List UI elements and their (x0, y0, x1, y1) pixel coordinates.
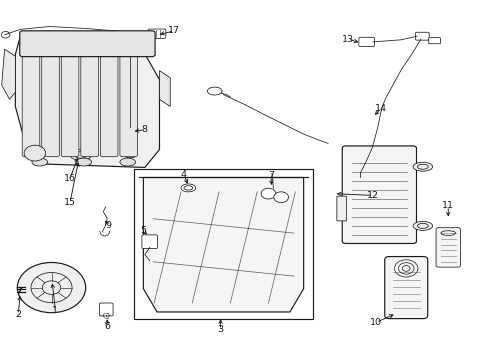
Ellipse shape (120, 158, 136, 166)
Text: 3: 3 (218, 325, 223, 334)
Text: 16: 16 (64, 174, 76, 183)
Text: 6: 6 (104, 322, 110, 331)
Text: 15: 15 (64, 198, 76, 207)
FancyBboxPatch shape (436, 228, 461, 267)
Text: 1: 1 (52, 306, 58, 315)
Bar (134, 168, 314, 319)
FancyBboxPatch shape (20, 31, 155, 57)
FancyBboxPatch shape (416, 32, 429, 40)
FancyBboxPatch shape (120, 51, 138, 157)
Ellipse shape (413, 221, 433, 230)
Circle shape (17, 262, 86, 313)
Text: 11: 11 (442, 201, 454, 210)
Text: 14: 14 (375, 104, 387, 113)
Text: 5: 5 (140, 226, 147, 235)
FancyBboxPatch shape (342, 146, 416, 243)
FancyBboxPatch shape (337, 196, 346, 221)
FancyBboxPatch shape (352, 171, 366, 178)
Text: 10: 10 (370, 318, 382, 327)
Text: 17: 17 (168, 26, 180, 35)
FancyBboxPatch shape (100, 51, 118, 157)
Polygon shape (144, 177, 304, 312)
Text: 2: 2 (15, 310, 21, 319)
Text: 12: 12 (367, 191, 379, 200)
Ellipse shape (70, 149, 92, 160)
FancyBboxPatch shape (142, 235, 158, 248)
FancyBboxPatch shape (42, 51, 59, 157)
FancyBboxPatch shape (22, 51, 40, 157)
Polygon shape (1, 49, 15, 99)
Polygon shape (159, 71, 170, 107)
Text: 4: 4 (181, 170, 187, 179)
Text: 9: 9 (105, 221, 111, 230)
Polygon shape (15, 37, 159, 167)
FancyBboxPatch shape (99, 303, 113, 316)
FancyBboxPatch shape (359, 37, 374, 46)
FancyBboxPatch shape (429, 38, 441, 44)
FancyBboxPatch shape (385, 257, 428, 319)
Ellipse shape (413, 162, 433, 171)
FancyBboxPatch shape (61, 51, 79, 157)
Ellipse shape (207, 87, 222, 95)
Ellipse shape (181, 184, 196, 192)
Ellipse shape (32, 158, 48, 166)
Circle shape (261, 188, 276, 199)
FancyBboxPatch shape (126, 127, 135, 157)
Circle shape (274, 192, 289, 203)
FancyBboxPatch shape (148, 29, 166, 39)
Ellipse shape (76, 158, 92, 166)
Text: 8: 8 (142, 125, 148, 134)
FancyBboxPatch shape (81, 51, 98, 157)
Text: 7: 7 (268, 171, 274, 180)
Text: 13: 13 (342, 35, 354, 44)
Circle shape (24, 145, 46, 161)
